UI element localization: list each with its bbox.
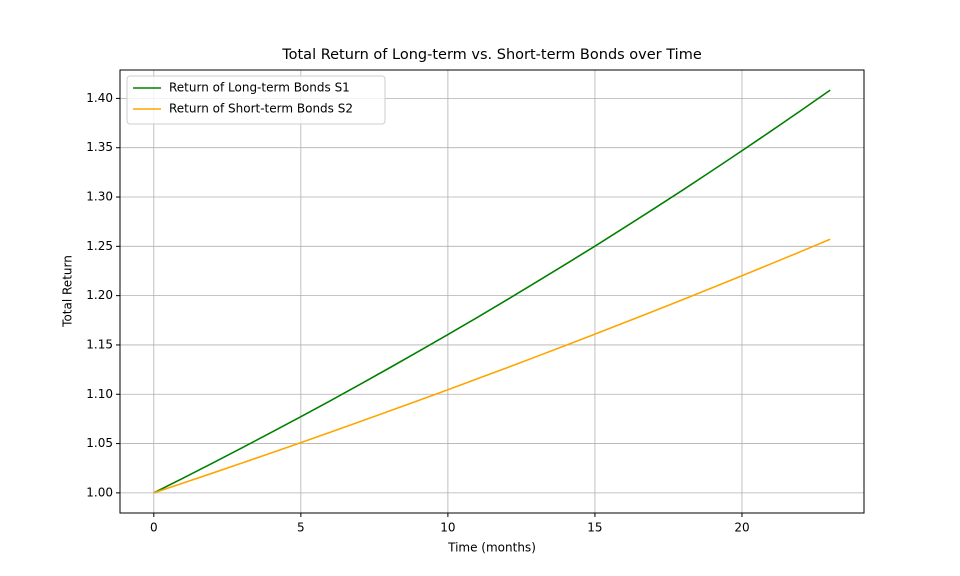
legend-label: Return of Long-term Bonds S1 [169, 81, 350, 95]
y-tick-label: 1.30 [86, 190, 113, 204]
x-tick-label: 5 [297, 521, 305, 535]
y-tick-label: 1.00 [86, 485, 113, 499]
x-tick-label: 0 [150, 521, 158, 535]
y-tick-label: 1.15 [86, 337, 113, 351]
chart-title: Total Return of Long-term vs. Short-term… [281, 47, 702, 63]
y-tick-label: 1.10 [86, 387, 113, 401]
series-line [153, 89, 831, 494]
y-axis-label: Total Return [61, 255, 75, 328]
y-tick-label: 1.05 [86, 436, 113, 450]
series-line [153, 238, 831, 494]
y-tick-label: 1.35 [86, 140, 113, 154]
legend-box [126, 75, 386, 125]
plot-frame [119, 69, 865, 514]
legend-label: Return of Short-term Bonds S2 [169, 102, 353, 116]
y-tick-label: 1.25 [86, 239, 113, 253]
x-axis-label: Time (months) [447, 541, 536, 555]
x-tick-label: 15 [587, 521, 602, 535]
x-tick-label: 10 [440, 521, 455, 535]
y-tick-label: 1.20 [86, 288, 113, 302]
y-tick-label: 1.40 [86, 91, 113, 105]
x-tick-label: 20 [734, 521, 749, 535]
